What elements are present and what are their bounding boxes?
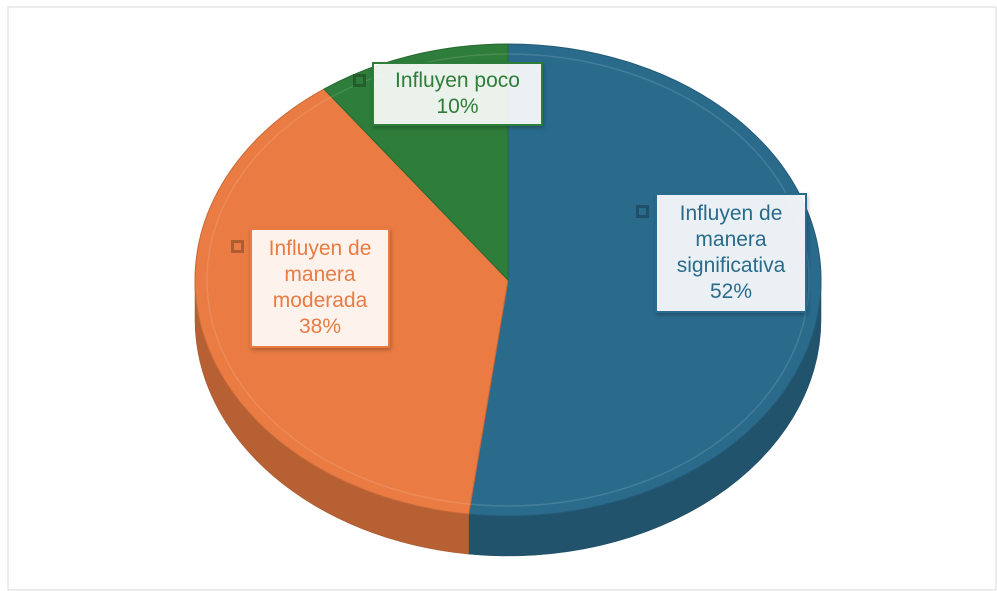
chart-frame (7, 6, 997, 591)
label-category: Influyen poco (395, 69, 520, 92)
label-value: 10% (436, 95, 479, 118)
label-marker (231, 240, 244, 253)
label-marker (636, 205, 649, 218)
data-label: Influyen de manera moderada 38% (231, 228, 390, 348)
label-category: Influyen de manera significativa (676, 202, 786, 277)
label-value: 38% (298, 315, 342, 338)
label-value: 52% (709, 280, 753, 303)
label-marker (353, 74, 366, 87)
rim-highlight (206, 53, 810, 507)
label-category: Influyen de manera moderada (268, 237, 372, 312)
slice (468, 43, 822, 517)
data-label: Influyen de manera significativa 52% (636, 193, 807, 313)
data-label: Influyen poco 10% (353, 62, 543, 126)
